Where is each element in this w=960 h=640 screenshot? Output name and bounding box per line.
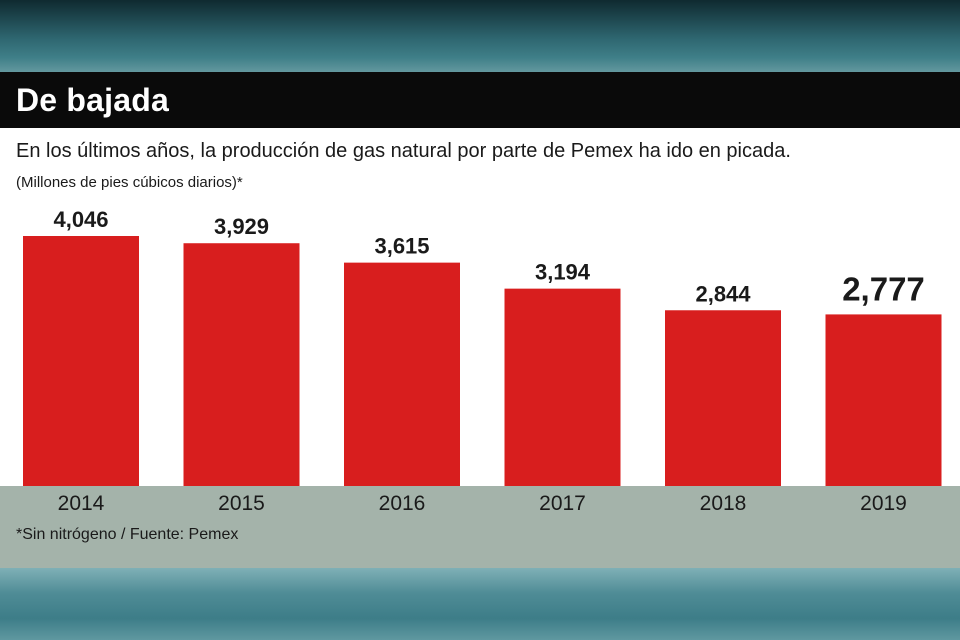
bar-2017: [504, 288, 621, 486]
background-bottom: [0, 568, 960, 640]
bar-chart: 4,046 2014 3,929 2015 3,615 2016 3,194 2017 2,84…: [23, 207, 942, 515]
category-label-2019: 2019: [860, 492, 907, 515]
bar-2018: [665, 310, 781, 486]
value-label-2017: 3,194: [535, 260, 591, 285]
value-label-2016: 3,615: [374, 234, 429, 259]
category-label-2017: 2017: [539, 492, 586, 515]
category-label-2015: 2015: [218, 492, 265, 515]
category-label-2014: 2014: [58, 492, 105, 515]
title-bar: [0, 72, 960, 128]
category-label-2016: 2016: [379, 492, 426, 515]
footer-band: [0, 486, 960, 568]
bar-2015: [183, 243, 300, 486]
chart-subtitle: En los últimos años, la producción de ga…: [16, 140, 791, 162]
value-label-2019: 2,777: [842, 270, 925, 307]
value-label-2018: 2,844: [695, 281, 751, 306]
bar-2016: [344, 262, 460, 486]
value-label-2014: 4,046: [53, 207, 108, 232]
source-footnote: *Sin nitrógeno / Fuente: Pemex: [16, 526, 239, 543]
value-label-2015: 3,929: [214, 214, 269, 239]
chart-title: De bajada: [16, 82, 169, 118]
bar-2014: [23, 236, 139, 486]
chart-panel: [0, 128, 960, 486]
units-note: (Millones de pies cúbicos diarios)*: [16, 174, 243, 191]
category-label-2018: 2018: [700, 492, 747, 515]
bar-2019: [825, 314, 942, 486]
